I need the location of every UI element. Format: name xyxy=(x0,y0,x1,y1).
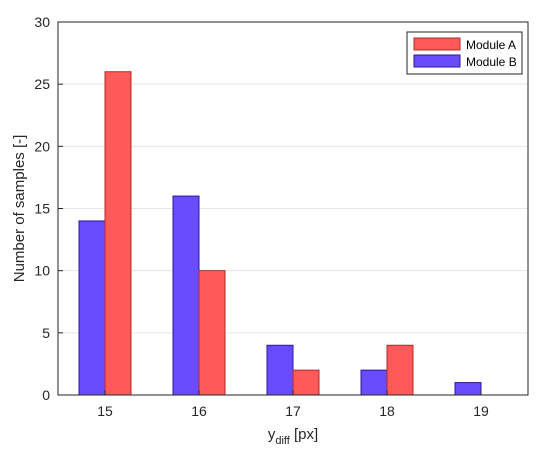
y-tick-label: 10 xyxy=(34,263,50,279)
x-axis-label: ydiff [px] xyxy=(268,426,318,447)
x-axis-label-unit: [px] xyxy=(290,426,318,443)
bar-module-a-15 xyxy=(104,71,132,396)
legend-label: Module B xyxy=(466,55,517,69)
x-tick-label: 18 xyxy=(379,403,395,419)
plot-frame xyxy=(57,21,529,396)
x-axis-label-main: y xyxy=(268,426,276,443)
x-tick-label: 15 xyxy=(97,403,113,419)
legend-swatch-module-b xyxy=(413,54,461,68)
legend-swatch-module-a xyxy=(413,37,461,51)
y-tick-label: 5 xyxy=(42,325,50,341)
x-tick-label: 19 xyxy=(473,403,489,419)
bar-module-b-18 xyxy=(360,369,388,396)
x-tick-label: 17 xyxy=(285,403,301,419)
axes xyxy=(57,21,529,396)
bar-module-a-16 xyxy=(198,270,226,396)
x-tick-label: 16 xyxy=(191,403,207,419)
bar-module-a-17 xyxy=(292,369,320,396)
bar-module-b-17 xyxy=(266,344,294,396)
legend: Module A Module B xyxy=(406,31,523,75)
bar-module-b-15 xyxy=(78,220,106,396)
y-tick-labels: 0 5 10 15 20 25 30 xyxy=(34,14,50,403)
legend-label: Module A xyxy=(466,38,516,52)
y-tick-label: 15 xyxy=(34,201,50,217)
y-tick-label: 30 xyxy=(34,14,50,30)
y-tick-label: 20 xyxy=(34,138,50,154)
bar-module-b-19 xyxy=(454,382,482,396)
x-axis-label-subscript: diff xyxy=(275,435,290,447)
bar-module-b-16 xyxy=(172,195,200,396)
y-tick-label: 0 xyxy=(42,387,50,403)
y-tick-label: 25 xyxy=(34,76,50,92)
y-axis-label: Number of samples [-] xyxy=(11,135,28,283)
x-tick-labels: 15 16 17 18 19 xyxy=(97,403,489,419)
bar-module-a-18 xyxy=(386,344,414,396)
